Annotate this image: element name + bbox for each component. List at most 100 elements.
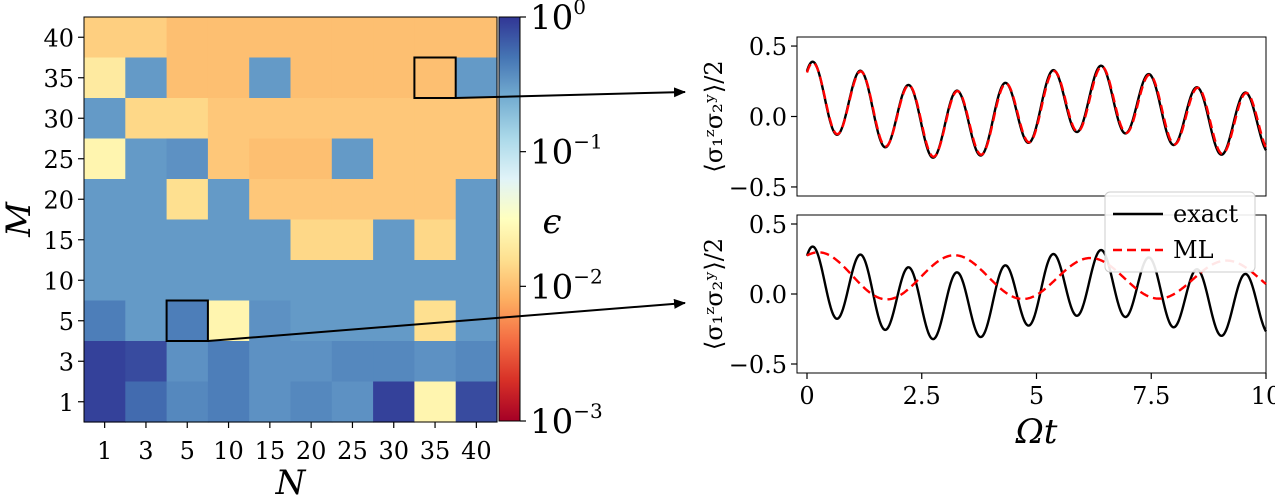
y-tick-label: 40: [43, 24, 74, 52]
colorbar-tick-label: 10−3: [530, 399, 603, 442]
y-tick-label: 0.5: [749, 33, 787, 61]
highlight-box: [413, 56, 457, 99]
colorbar: 100 10−1 10−2 10−3 ϵ: [498, 0, 603, 442]
heatmap-cell: [455, 179, 498, 221]
x-tick-label: 5: [1029, 382, 1044, 410]
heatmap-cell: [331, 57, 374, 99]
heatmap-cell: [84, 219, 126, 261]
x-tick-label: 1: [97, 437, 112, 465]
y-axis-label: ⟨σ₁ᶻσ₂ʸ⟩/2: [700, 60, 728, 172]
heatmap-cell: [290, 17, 333, 59]
heatmap-cell: [166, 341, 209, 383]
heatmap-cell: [125, 17, 168, 59]
heatmap-cell: [455, 341, 498, 383]
heatmap-cell: [249, 219, 292, 261]
heatmap-cell: [166, 98, 209, 140]
colorbar-tick-exponent: 0: [573, 0, 586, 19]
heatmap-cell: [166, 219, 209, 261]
heatmap-cell: [207, 381, 250, 423]
legend-box: [1104, 191, 1256, 273]
heatmap-cell: [373, 219, 415, 261]
heatmap-cell: [455, 381, 498, 423]
heatmap-cell: [290, 300, 333, 342]
x-tick-label: 10: [1251, 382, 1275, 410]
colorbar-tick-exponent: −2: [573, 264, 602, 288]
heatmap-cell: [373, 98, 415, 140]
heatmap-cell: [331, 300, 374, 342]
colorbar-tick-exponent: −1: [573, 130, 602, 154]
legend-label-ML: ML: [1173, 236, 1214, 264]
heatmap-cell: [373, 17, 415, 59]
x-tick-label: 7.5: [1132, 382, 1170, 410]
heatmap-cell: [290, 179, 333, 221]
top-line-plot: 0.5 0.0 −0.5⟨σ₁ᶻσ₂ʸ⟩/2: [700, 33, 1268, 202]
heatmap-cell: [373, 300, 415, 342]
heatmap-cell: [373, 57, 415, 99]
heatmap-cell: [414, 219, 457, 261]
heatmap-cell: [84, 300, 126, 342]
heatmap-cell: [84, 138, 126, 180]
heatmap-cell: [207, 138, 250, 180]
heatmap-cell: [414, 179, 457, 221]
x-tick-label: 15: [255, 437, 286, 465]
heatmap-cell: [84, 341, 126, 383]
y-tick-label: 0.0: [749, 104, 787, 132]
heatmap-cell: [290, 219, 333, 261]
heatmap-cell: [414, 17, 457, 59]
heatmap-cell: [207, 17, 250, 59]
heatmap-cell: [249, 57, 292, 99]
y-tick-label: 0.0: [749, 281, 787, 309]
colorbar-tick-exponent: −3: [573, 399, 602, 423]
heatmap-cell: [125, 179, 168, 221]
heatmap-cell: [125, 98, 168, 140]
heatmap-cell: [290, 381, 333, 423]
y-axis-label: M: [0, 201, 39, 238]
heatmap-cell: [207, 300, 250, 342]
heatmap-cell: [166, 17, 209, 59]
heatmap-cell: [207, 341, 250, 383]
heatmap-cell: [373, 341, 415, 383]
heatmap-cell: [414, 381, 457, 423]
heatmap-cell: [207, 57, 250, 99]
series-line-exact: [805, 245, 1268, 341]
heatmap-cell: [331, 219, 374, 261]
heatmap-cell: [331, 17, 374, 59]
heatmap-cell: [249, 98, 292, 140]
heatmap-cell: [414, 138, 457, 180]
heatmap-cell: [373, 138, 415, 180]
heatmap-cell: [84, 381, 126, 423]
colorbar-tick-label: 10−2: [530, 264, 603, 307]
arrow-to-bottom-plot: [207, 298, 686, 342]
heatmap-cell: [249, 138, 292, 180]
highlight-box: [165, 299, 209, 342]
heatmap-cell: [414, 98, 457, 140]
heatmap-cell: [125, 219, 168, 261]
colorbar-bar: [498, 16, 521, 422]
plot-frame: [796, 36, 1267, 197]
x-tick-label: 0: [799, 382, 814, 410]
heatmap-cell: [290, 341, 333, 383]
y-axis-label: ⟨σ₁ᶻσ₂ʸ⟩/2: [700, 238, 728, 350]
x-tick-label: 2.5: [903, 382, 941, 410]
colorbar-tick-label: 100: [530, 0, 586, 38]
heatmap-cell: [455, 17, 498, 59]
arrow-to-top-plot: [455, 87, 686, 99]
heatmap-cell: [207, 98, 250, 140]
heatmap-cell: [331, 179, 374, 221]
y-tick-label: 15: [43, 227, 74, 255]
heatmap-cell: [414, 260, 457, 302]
colorbar-tick-label: 10−1: [530, 130, 603, 173]
heatmap-cell: [125, 260, 168, 302]
bottom-line-plot: 0.5 0.0 −0.5⟨σ₁ᶻσ₂ʸ⟩/2 0 2.5 5 7.5 10 Ωt exact ML: [700, 191, 1275, 452]
heatmap-frame: [83, 16, 498, 423]
heatmap-cell: [207, 260, 250, 302]
heatmap-cell: [166, 381, 209, 423]
heatmap-cell: [84, 57, 126, 99]
heatmap-cell: [373, 179, 415, 221]
heatmap-cell: [125, 138, 168, 180]
heatmap-cell: [249, 179, 292, 221]
heatmap-cell: [84, 17, 126, 59]
heatmap-cell: [166, 179, 209, 221]
